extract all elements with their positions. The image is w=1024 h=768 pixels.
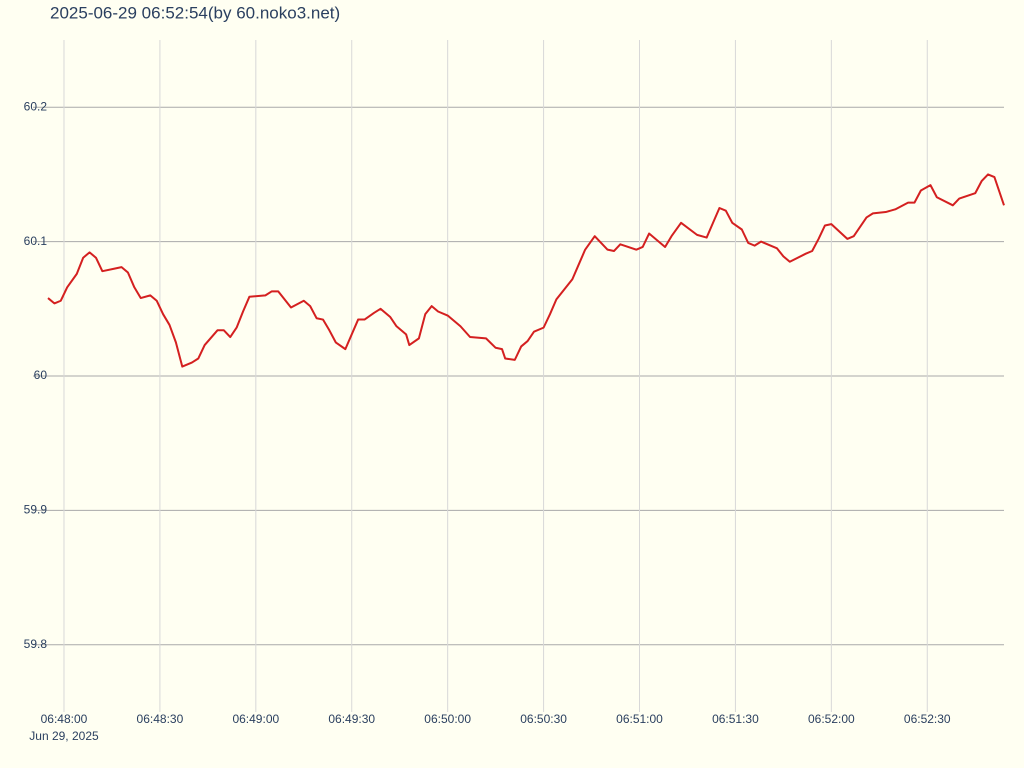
x-tick-label: 06:49:00 bbox=[232, 712, 279, 726]
y-tick-label: 60 bbox=[34, 368, 48, 382]
x-tick-label: 06:50:30 bbox=[520, 712, 567, 726]
price-line bbox=[47, 173, 1005, 368]
chart-title: 2025-06-29 06:52:54(by 60.noko3.net) bbox=[50, 3, 340, 22]
x-tick-label: 06:52:00 bbox=[808, 712, 855, 726]
y-tick-label: 59.9 bbox=[24, 503, 48, 517]
x-tick-label: 06:51:30 bbox=[712, 712, 759, 726]
x-date-label: Jun 29, 2025 bbox=[29, 729, 99, 743]
x-tick-label: 06:50:00 bbox=[424, 712, 471, 726]
x-tick-label: 06:48:00 bbox=[41, 712, 88, 726]
x-tick-label: 06:52:30 bbox=[904, 712, 951, 726]
x-tick-label: 06:48:30 bbox=[137, 712, 184, 726]
x-tick-label: 06:49:30 bbox=[328, 712, 375, 726]
x-tick-label: 06:51:00 bbox=[616, 712, 663, 726]
y-tick-label: 59.8 bbox=[24, 637, 48, 651]
y-tick-label: 60.2 bbox=[24, 99, 48, 113]
y-tick-label: 60.1 bbox=[24, 234, 48, 248]
